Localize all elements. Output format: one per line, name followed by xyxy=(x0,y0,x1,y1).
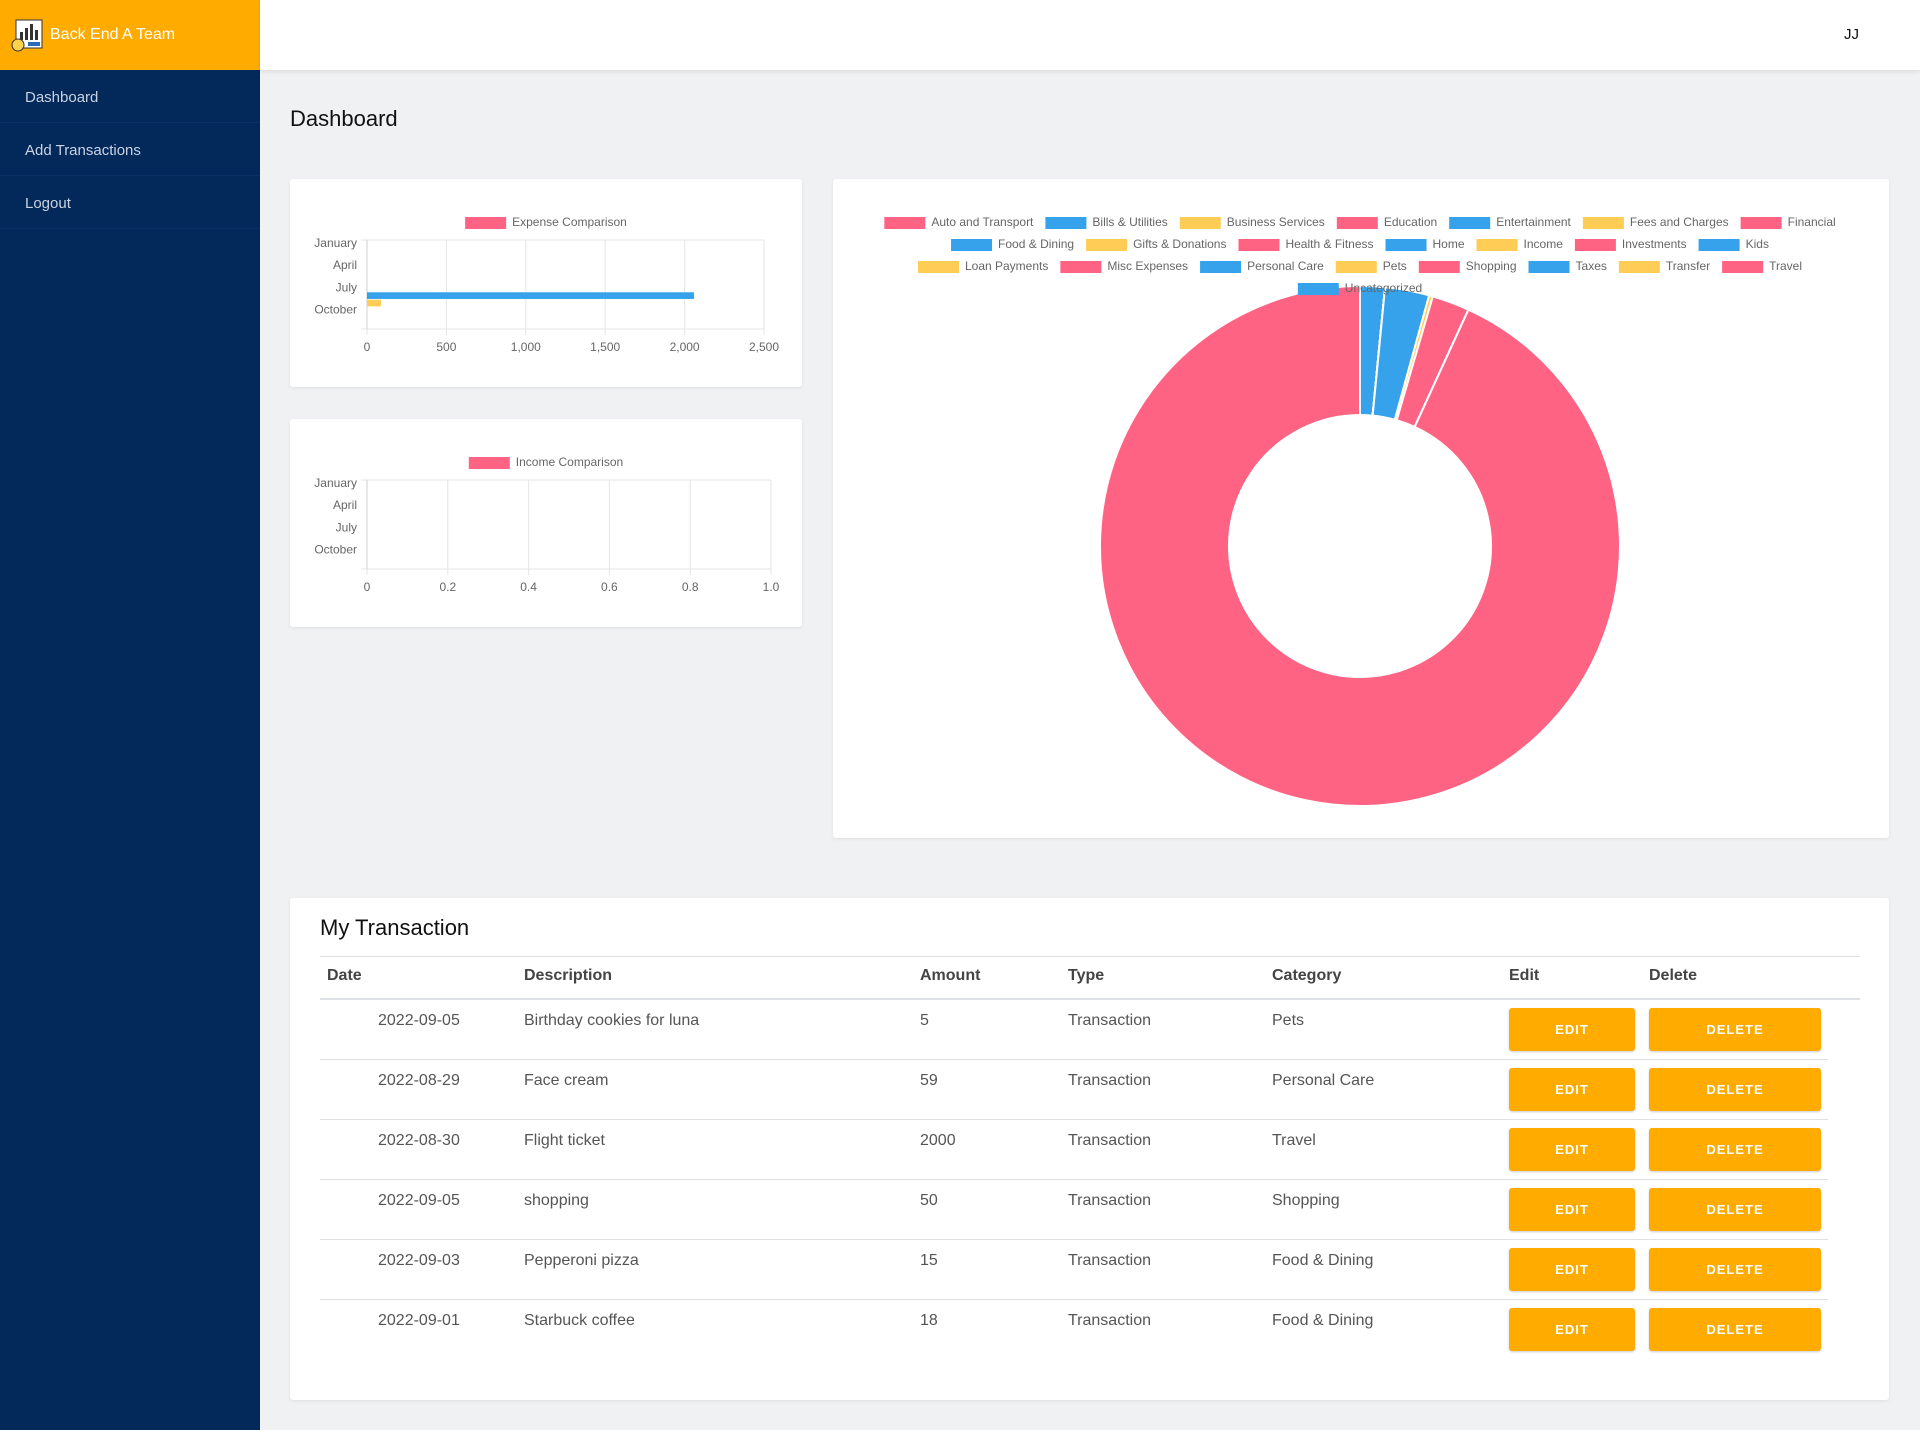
row-rule xyxy=(320,1059,1828,1060)
table-cell: Starbuck coffee xyxy=(524,1312,635,1329)
brand-icon xyxy=(11,19,43,52)
expense-card xyxy=(290,179,802,387)
column-header: Delete xyxy=(1649,967,1698,984)
delete-button[interactable]: DELETE xyxy=(1649,1128,1821,1171)
table-cell: Transaction xyxy=(1068,1252,1151,1269)
table-cell: shopping xyxy=(524,1192,589,1209)
table-cell: Food & Dining xyxy=(1272,1312,1374,1329)
transactions-card: My Transaction Date Description Amount Type… xyxy=(290,898,1889,1400)
table-cell: Transaction xyxy=(1068,1312,1151,1329)
table-cell: 2022-09-03 xyxy=(378,1252,460,1269)
table-cell: Transaction xyxy=(1068,1012,1151,1029)
delete-button[interactable]: DELETE xyxy=(1649,1188,1821,1231)
sidebar: Back End A Team Dashboard Add Transactio… xyxy=(0,0,260,1430)
table-cell: 2022-09-05 xyxy=(378,1192,460,1209)
table-cell: 2022-09-01 xyxy=(378,1312,460,1329)
income-card xyxy=(290,419,802,627)
table-cell: Birthday cookies for luna xyxy=(524,1012,700,1029)
table-cell: 18 xyxy=(920,1312,938,1329)
brand[interactable]: Back End A Team xyxy=(0,0,260,70)
column-header: Type xyxy=(1068,967,1105,984)
delete-button[interactable]: DELETE xyxy=(1649,1008,1821,1051)
table-cell: Flight ticket xyxy=(524,1132,605,1149)
table-cell: 2022-08-29 xyxy=(378,1072,460,1089)
delete-button[interactable]: DELETE xyxy=(1649,1308,1821,1351)
nav-item[interactable]: Dashboard xyxy=(0,70,260,123)
table-rule xyxy=(320,998,1860,1000)
table-cell: 2000 xyxy=(920,1132,956,1149)
category-card xyxy=(833,179,1889,838)
column-header: Description xyxy=(524,967,613,984)
table-rule xyxy=(320,956,1860,957)
table-cell: Food & Dining xyxy=(1272,1252,1374,1269)
edit-button[interactable]: EDIT xyxy=(1509,1128,1635,1171)
table-cell: Personal Care xyxy=(1272,1072,1375,1089)
table-cell: Shopping xyxy=(1272,1192,1340,1209)
transactions-title: My Transaction xyxy=(320,915,470,940)
brand-name: Back End A Team xyxy=(50,26,176,43)
table-cell: 2022-09-05 xyxy=(378,1012,460,1029)
table-cell: Pepperoni pizza xyxy=(524,1252,639,1269)
table-cell: 2022-08-30 xyxy=(378,1132,460,1149)
table-cell: Travel xyxy=(1272,1132,1316,1149)
delete-button[interactable]: DELETE xyxy=(1649,1248,1821,1291)
edit-button[interactable]: EDIT xyxy=(1509,1248,1635,1291)
user-menu[interactable]: JJ xyxy=(1844,26,1859,43)
column-header: Edit xyxy=(1509,967,1540,984)
column-header: Category xyxy=(1272,967,1342,984)
nav-item[interactable]: Logout xyxy=(0,176,260,229)
row-rule xyxy=(320,1119,1828,1120)
table-cell: Face cream xyxy=(524,1072,609,1089)
table-cell: 5 xyxy=(920,1012,929,1029)
row-rule xyxy=(320,1239,1828,1240)
nav-item[interactable]: Add Transactions xyxy=(0,123,260,176)
row-rule xyxy=(320,1179,1828,1180)
table-cell: Transaction xyxy=(1068,1132,1151,1149)
delete-button[interactable]: DELETE xyxy=(1649,1068,1821,1111)
table-cell: Pets xyxy=(1272,1012,1305,1029)
table-cell: 50 xyxy=(920,1192,938,1209)
edit-button[interactable]: EDIT xyxy=(1509,1188,1635,1231)
page-title: Dashboard xyxy=(290,106,398,131)
edit-button[interactable]: EDIT xyxy=(1509,1308,1635,1351)
topbar: JJ xyxy=(260,0,1920,70)
table-cell: Transaction xyxy=(1068,1072,1151,1089)
table-cell: 15 xyxy=(920,1252,938,1269)
table-cell: 59 xyxy=(920,1072,938,1089)
edit-button[interactable]: EDIT xyxy=(1509,1068,1635,1111)
table-cell: Transaction xyxy=(1068,1192,1151,1209)
row-rule xyxy=(320,1299,1828,1300)
edit-button[interactable]: EDIT xyxy=(1509,1008,1635,1051)
column-header: Date xyxy=(327,967,362,984)
column-header: Amount xyxy=(920,967,981,984)
